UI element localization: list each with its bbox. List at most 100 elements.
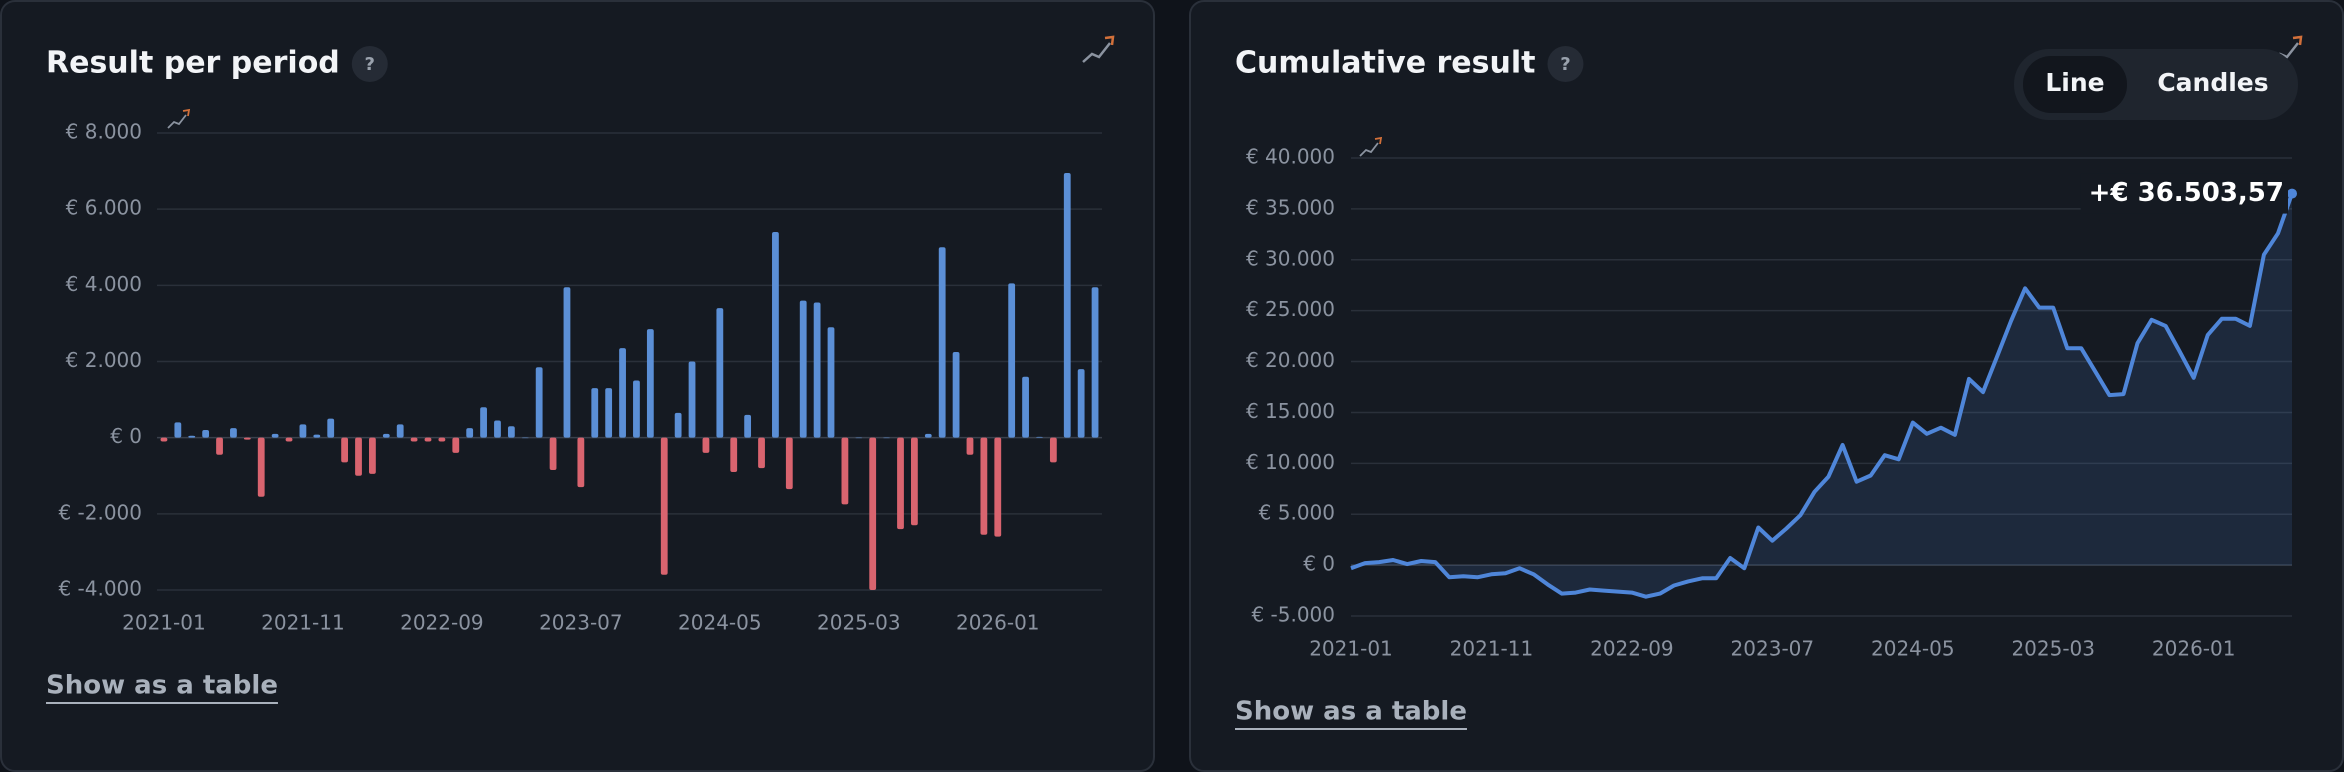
bar bbox=[452, 437, 460, 453]
bar bbox=[619, 348, 626, 438]
x-tick-label: 2026-01 bbox=[2152, 637, 2236, 661]
bar bbox=[688, 361, 696, 438]
bar bbox=[188, 435, 196, 438]
bar bbox=[299, 424, 307, 438]
bar bbox=[410, 437, 418, 442]
help-icon[interactable] bbox=[351, 46, 388, 82]
bar bbox=[855, 437, 863, 439]
panel bbox=[0, 0, 1155, 772]
bar bbox=[285, 437, 293, 442]
bar bbox=[897, 437, 904, 530]
y-tick-label: € 0 bbox=[110, 424, 142, 448]
panel-title: Result per period bbox=[46, 46, 340, 81]
show-table-link[interactable]: Show as a table bbox=[1235, 697, 1467, 727]
bar bbox=[382, 433, 390, 438]
bar bbox=[646, 329, 654, 438]
bar bbox=[313, 434, 321, 438]
x-tick-label: 2023-07 bbox=[1731, 637, 1815, 661]
toggle-button[interactable]: Candles bbox=[2157, 68, 2268, 97]
bar bbox=[730, 437, 738, 472]
toggle-button[interactable]: Line bbox=[2045, 68, 2104, 97]
bar bbox=[1008, 283, 1016, 438]
help-label[interactable]: ? bbox=[1560, 54, 1570, 75]
bar bbox=[507, 426, 515, 438]
bar bbox=[758, 437, 765, 469]
bar bbox=[174, 422, 182, 438]
x-tick-label: 2025-03 bbox=[2011, 637, 2095, 661]
bar bbox=[1036, 436, 1043, 438]
bar bbox=[563, 287, 571, 438]
bar bbox=[577, 437, 585, 488]
bar bbox=[438, 437, 446, 442]
y-tick-label: € -2.000 bbox=[58, 500, 142, 524]
y-tick-label: € 8.000 bbox=[66, 120, 142, 144]
bar bbox=[785, 437, 793, 490]
y-tick-label: € 40.000 bbox=[1246, 145, 1335, 169]
x-tick-label: 2024-05 bbox=[678, 611, 762, 635]
bar bbox=[257, 437, 265, 497]
x-tick-label: 2023-07 bbox=[539, 611, 623, 635]
y-tick-label: € 2.000 bbox=[66, 348, 142, 372]
bar bbox=[702, 437, 710, 453]
y-tick-label: € 0 bbox=[1303, 552, 1335, 576]
bar bbox=[633, 380, 640, 438]
help-label[interactable]: ? bbox=[365, 54, 375, 75]
bar bbox=[980, 437, 988, 535]
bar bbox=[869, 437, 877, 590]
bar bbox=[924, 433, 932, 438]
bar bbox=[966, 437, 974, 455]
y-tick-label: € 15.000 bbox=[1246, 399, 1335, 423]
bar bbox=[1091, 287, 1099, 438]
bar bbox=[827, 327, 835, 438]
bar bbox=[772, 232, 779, 438]
y-tick-label: € 6.000 bbox=[66, 196, 142, 220]
bar bbox=[202, 430, 210, 438]
bar bbox=[327, 418, 335, 438]
bar bbox=[994, 437, 1002, 537]
bar bbox=[605, 388, 613, 438]
bar bbox=[883, 437, 890, 439]
bar bbox=[243, 437, 251, 440]
y-tick-label: € 20.000 bbox=[1246, 348, 1335, 372]
y-tick-label: € -4.000 bbox=[58, 577, 142, 601]
annotation-bg bbox=[2080, 173, 2288, 214]
line bbox=[1350, 192, 2294, 599]
y-tick-label: € 10.000 bbox=[1246, 450, 1335, 474]
x-tick-label: 2022-09 bbox=[400, 611, 484, 635]
bar bbox=[716, 308, 724, 438]
bar bbox=[216, 437, 223, 455]
bar bbox=[466, 428, 474, 438]
bar bbox=[813, 302, 821, 438]
y-tick-label: € 25.000 bbox=[1246, 297, 1335, 321]
x-tick-label: 2021-01 bbox=[122, 611, 206, 635]
bar bbox=[521, 437, 529, 439]
bar bbox=[910, 437, 918, 526]
x-tick-label: 2021-11 bbox=[261, 611, 345, 635]
panel-title: Cumulative result bbox=[1235, 46, 1535, 81]
show-table-link[interactable]: Show as a table bbox=[46, 671, 278, 701]
toggle-active bbox=[2023, 56, 2127, 113]
bar bbox=[1063, 172, 1071, 438]
bar bbox=[938, 247, 946, 438]
x-tick-label: 2024-05 bbox=[1871, 637, 1955, 661]
area bbox=[1351, 193, 2292, 597]
bar bbox=[271, 433, 279, 438]
y-tick-label: € 35.000 bbox=[1246, 195, 1335, 219]
y-tick-label: € 30.000 bbox=[1246, 246, 1335, 270]
x-tick-label: 2022-09 bbox=[1590, 637, 1674, 661]
annotation: +€ 36.503,57 bbox=[2089, 178, 2284, 208]
y-tick-label: € 5.000 bbox=[1259, 501, 1335, 525]
bar bbox=[674, 412, 682, 438]
bar bbox=[396, 424, 404, 438]
bar bbox=[799, 300, 807, 438]
help-icon[interactable] bbox=[1547, 46, 1584, 82]
x-tick-label: 2021-01 bbox=[1309, 637, 1393, 661]
bar bbox=[744, 414, 752, 438]
bar bbox=[341, 437, 349, 463]
y-tick-label: € 4.000 bbox=[66, 272, 142, 296]
bar bbox=[549, 437, 557, 471]
bar bbox=[952, 351, 960, 438]
bar bbox=[355, 437, 362, 476]
bar bbox=[369, 437, 376, 474]
x-tick-label: 2021-11 bbox=[1450, 637, 1534, 661]
